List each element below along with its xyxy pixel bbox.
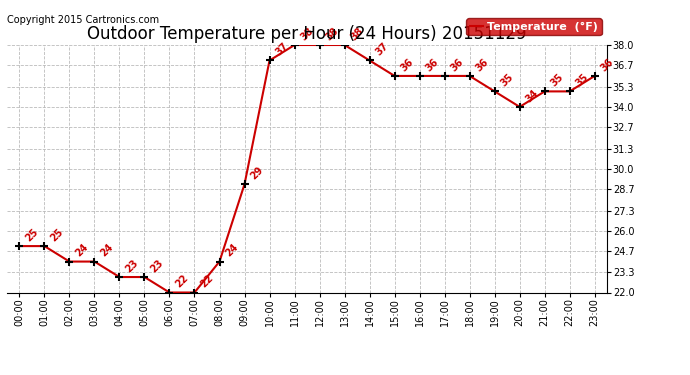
Text: 35: 35 (549, 72, 565, 88)
Text: 37: 37 (374, 41, 391, 58)
Text: 38: 38 (324, 26, 340, 42)
Text: 24: 24 (74, 242, 90, 259)
Text: 23: 23 (148, 258, 165, 274)
Text: 38: 38 (299, 26, 315, 42)
Text: 22: 22 (174, 273, 190, 290)
Text: 25: 25 (23, 227, 40, 243)
Text: 24: 24 (224, 242, 240, 259)
Text: 25: 25 (48, 227, 65, 243)
Text: Copyright 2015 Cartronics.com: Copyright 2015 Cartronics.com (7, 15, 159, 25)
Text: 36: 36 (448, 57, 465, 73)
Text: 34: 34 (524, 87, 540, 104)
Text: 24: 24 (99, 242, 115, 259)
Text: 29: 29 (248, 165, 265, 182)
Text: 35: 35 (574, 72, 591, 88)
Text: 36: 36 (599, 57, 615, 73)
Title: Outdoor Temperature per Hour (24 Hours) 20151129: Outdoor Temperature per Hour (24 Hours) … (88, 26, 526, 44)
Text: 36: 36 (424, 57, 440, 73)
Text: 22: 22 (199, 273, 215, 290)
Text: 23: 23 (124, 258, 140, 274)
Text: 37: 37 (274, 41, 290, 58)
Text: 38: 38 (348, 26, 366, 42)
Text: 36: 36 (474, 57, 491, 73)
Text: 36: 36 (399, 57, 415, 73)
Text: 35: 35 (499, 72, 515, 88)
Legend: Temperature  (°F): Temperature (°F) (466, 18, 602, 35)
